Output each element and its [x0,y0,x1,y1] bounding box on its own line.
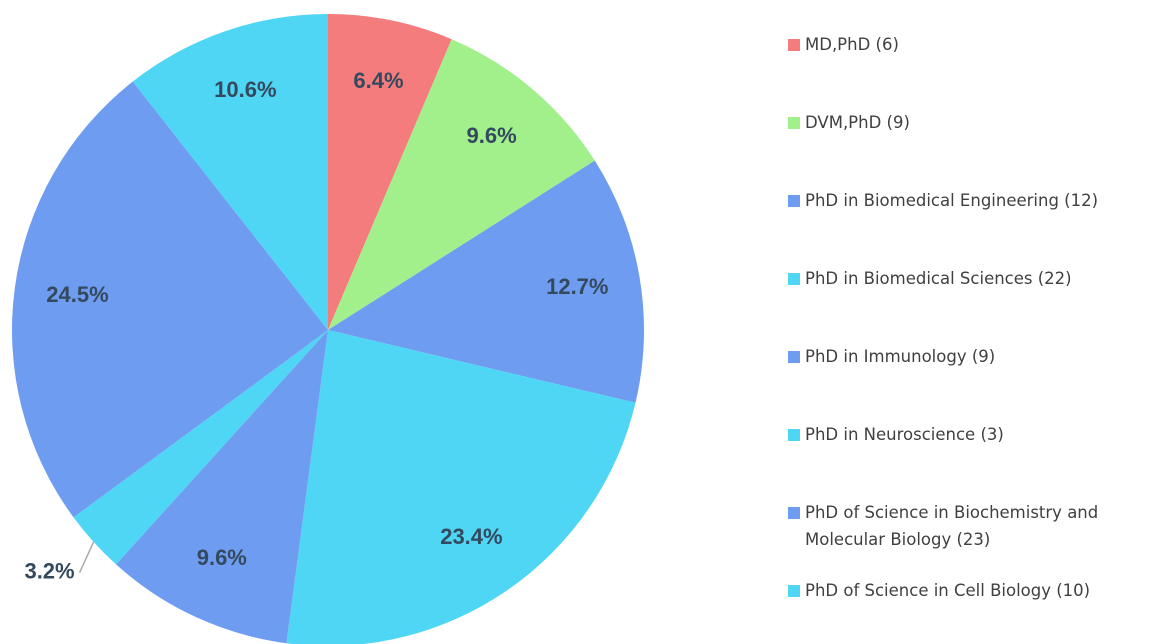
data-label: 9.6% [466,123,516,148]
legend-label: PhD in Biomedical Sciences (22) [805,269,1072,288]
legend-item: MD,PhD (6) [788,31,1158,58]
pie-slice [116,330,328,644]
legend-swatch [788,195,800,207]
legend-item: PhD in Biomedical Engineering (12) [788,187,1158,214]
pie-slice [132,13,328,330]
pie-slice [11,81,328,518]
legend-label: PhD of Science in Biochemistry and Molec… [805,503,1099,549]
legend-swatch [788,117,800,129]
legend-item: DVM,PhD (9) [788,109,1158,136]
legend-label: DVM,PhD (9) [805,113,910,132]
legend-swatch [788,585,800,597]
legend-label: PhD in Immunology (9) [805,347,996,366]
legend-item: PhD in Biomedical Sciences (22) [788,265,1158,292]
legend-swatch [788,507,800,519]
pie-slice [328,160,644,403]
legend-swatch [788,429,800,441]
legend-label: PhD of Science in Cell Biology (10) [805,581,1091,600]
legend-item: PhD of Science in Cell Biology (10) [788,577,1158,604]
legend-label: PhD in Biomedical Engineering (12) [805,191,1099,210]
data-label: 6.4% [353,68,403,93]
data-label: 23.4% [440,524,502,549]
legend-swatch [788,273,800,285]
data-label: 24.5% [46,282,108,307]
legend-swatch [788,39,800,51]
legend-label: PhD in Neuroscience (3) [805,425,1004,444]
legend-item: PhD in Neuroscience (3) [788,421,1158,448]
data-label: 3.2% [24,558,74,583]
chart: 6.4% 9.6% 12.7% 23.4% 9.6% 3.2% 24.5% 10.6% [11,13,644,644]
legend-item: PhD of Science in Biochemistry and Molec… [788,499,1158,553]
pie-slice [73,330,328,565]
pie-slice [328,14,452,330]
data-label: 9.6% [197,545,247,570]
pie-slice [286,330,636,644]
legend-swatch [788,351,800,363]
legend-item: PhD in Immunology (9) [788,343,1158,370]
data-label: 10.6% [214,77,276,102]
pie-slice [328,39,595,331]
data-label: 12.7% [546,274,608,299]
leader-line [78,541,95,573]
legend-label: MD,PhD (6) [805,35,899,54]
